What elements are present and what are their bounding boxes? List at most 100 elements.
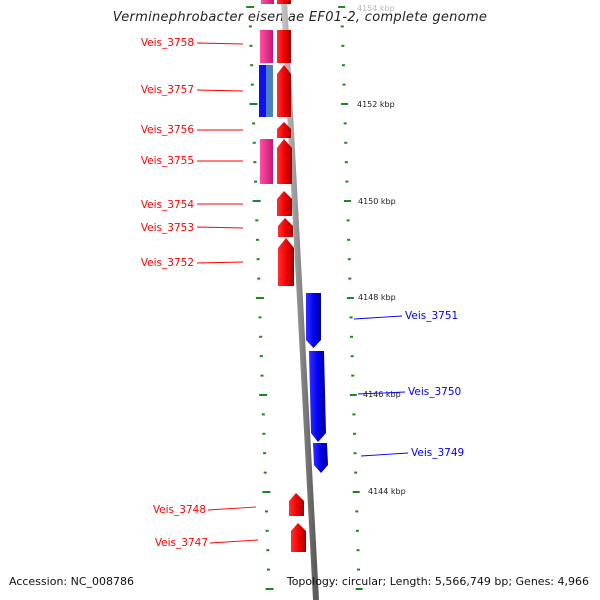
gene-arrow-3747 <box>291 523 306 552</box>
tick-track <box>246 6 363 590</box>
tick-minor-right <box>349 316 353 319</box>
tick-minor-right <box>350 355 354 358</box>
tick-minor-left <box>263 471 267 474</box>
tick-minor-right <box>351 374 355 377</box>
tick-minor-right <box>345 180 349 183</box>
tick-minor-right <box>342 83 346 86</box>
tick-minor-right <box>340 25 344 28</box>
tick-minor-right <box>355 510 359 513</box>
gene-arrow-3755 <box>277 139 292 184</box>
tick-major-right <box>349 394 357 396</box>
tick-major-left <box>246 6 255 8</box>
tick-major-right <box>341 103 349 105</box>
tick-minor-left <box>255 238 259 241</box>
gene-arrow-3756 <box>277 122 291 138</box>
tick-major-right <box>352 491 360 493</box>
gene-arrow-3751 <box>306 293 321 348</box>
tick-minor-right <box>356 549 360 552</box>
gene-arrow-3753 <box>278 218 293 237</box>
tick-minor-left <box>262 432 266 435</box>
gene-arrow-3757 <box>277 65 291 117</box>
gene-label-3758[interactable]: Veis_3758 <box>141 37 194 49</box>
gene-arrow-top-red <box>277 0 291 4</box>
cog-block-3755 <box>260 139 273 184</box>
cog-track <box>259 30 273 184</box>
tick-minor-right <box>352 432 356 435</box>
gene-arrow-3749 <box>313 443 328 473</box>
cog-block-3757-steel <box>266 65 273 117</box>
kbp-label-4146: 4146 kbp <box>363 390 401 399</box>
gene-labels-left: Veis_3758 Veis_3757 Veis_3756 Veis_3755 … <box>141 37 259 549</box>
cog-block-3758 <box>260 30 273 63</box>
tick-major-right <box>344 200 351 202</box>
tick-minor-left <box>252 141 256 144</box>
kbp-scale: 4154 kbp 4152 kbp 4150 kbp 4148 kbp 4146… <box>357 4 406 496</box>
tick-minor-right <box>341 44 345 47</box>
tick-major-left <box>252 200 261 202</box>
tick-minor-left <box>257 277 261 280</box>
tick-major-left <box>249 103 258 105</box>
tick-minor-right <box>355 529 359 532</box>
kbp-label-4154: 4154 kbp <box>357 4 395 13</box>
tick-minor-right <box>341 64 345 67</box>
cog-block-3757-blue <box>259 65 266 117</box>
tick-minor-left <box>252 122 256 125</box>
gene-label-3754[interactable]: Veis_3754 <box>141 199 195 211</box>
tick-minor-left <box>255 219 259 222</box>
tick-minor-left <box>250 83 254 86</box>
tick-minor-right <box>353 452 357 455</box>
tick-minor-right <box>343 122 347 125</box>
tick-minor-left <box>253 161 257 164</box>
gene-label-3752[interactable]: Veis_3752 <box>141 257 194 269</box>
tick-minor-left <box>260 374 264 377</box>
tick-minor-left <box>259 335 263 338</box>
kbp-label-4144: 4144 kbp <box>368 487 406 496</box>
gene-labels-right: Veis_3751 Veis_3750 Veis_3749 <box>353 310 464 459</box>
gene-label-3755[interactable]: Veis_3755 <box>141 155 194 167</box>
gene-label-3756[interactable]: Veis_3756 <box>141 124 195 136</box>
tick-minor-left <box>266 568 270 571</box>
tick-minor-right <box>347 238 351 241</box>
tick-minor-right <box>344 141 348 144</box>
gene-arrow-3754 <box>277 191 292 216</box>
tick-minor-right <box>348 277 352 280</box>
tick-major-left <box>265 588 274 590</box>
gene-arrow-3758 <box>277 30 291 63</box>
tick-major-right <box>338 6 346 8</box>
gene-arrow-3752 <box>278 238 294 286</box>
gene-label-3748[interactable]: Veis_3748 <box>153 504 206 516</box>
gene-arrow-3750 <box>309 351 326 442</box>
tick-minor-left <box>265 529 269 532</box>
reverse-strand-genes <box>261 0 306 552</box>
gene-label-3753[interactable]: Veis_3753 <box>141 222 194 234</box>
tick-minor-left <box>254 180 258 183</box>
kbp-label-4150: 4150 kbp <box>358 197 396 206</box>
tick-minor-left <box>263 452 267 455</box>
tick-minor-right <box>357 568 361 571</box>
topology-text: Topology: circular; Length: 5,566,749 bp… <box>286 575 589 588</box>
tick-minor-left <box>266 549 270 552</box>
tick-minor-left <box>250 64 254 67</box>
gene-label-3750[interactable]: Veis_3750 <box>408 386 461 398</box>
tick-minor-left <box>249 44 253 47</box>
accession-text: Accession: NC_008786 <box>9 575 135 588</box>
kbp-label-4148: 4148 kbp <box>358 293 396 302</box>
gene-label-3751[interactable]: Veis_3751 <box>405 310 458 322</box>
tick-major-right <box>346 297 354 299</box>
tick-minor-left <box>256 258 260 261</box>
gene-arrow-3748 <box>289 493 304 516</box>
tick-minor-right <box>347 258 351 261</box>
tick-minor-right <box>354 471 358 474</box>
tick-minor-left <box>248 25 252 28</box>
gene-arrow-top <box>261 0 274 4</box>
gene-label-3747[interactable]: Veis_3747 <box>155 537 208 549</box>
genome-title: Verminephrobacter eiseniae EF01-2, compl… <box>112 10 488 25</box>
gene-label-3749[interactable]: Veis_3749 <box>411 447 464 459</box>
tick-major-left <box>255 297 264 299</box>
tick-minor-left <box>265 510 269 513</box>
gene-label-3757[interactable]: Veis_3757 <box>141 84 194 96</box>
tick-minor-right <box>346 219 350 222</box>
tick-minor-right <box>350 335 354 338</box>
forward-strand-genes <box>306 293 328 473</box>
